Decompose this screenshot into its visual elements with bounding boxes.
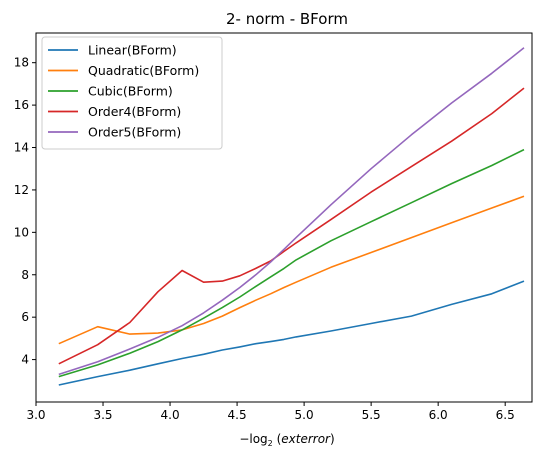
- legend-box: [41, 36, 223, 150]
- series-line-1: [58, 280, 525, 386]
- legend-entry: Quadratic(BForm): [88, 63, 199, 78]
- x-axis-label-subscript: 2: [268, 439, 273, 448]
- x-axis-label-prefix: −log: [239, 432, 267, 446]
- legend-entry: Linear(BForm): [88, 43, 177, 58]
- series-line-4: [58, 87, 525, 365]
- y-tick-label: 18: [14, 56, 29, 70]
- y-axis: 4 6 8 10 12 14 16 18: [14, 56, 36, 367]
- x-tick-label: 5.5: [362, 408, 381, 422]
- x-tick-label: 6.5: [496, 408, 515, 422]
- y-tick-label: 10: [14, 225, 29, 239]
- x-tick-label: 3.0: [26, 408, 45, 422]
- plot-lines: [58, 47, 525, 386]
- plot-frame: [35, 32, 533, 403]
- x-tick-label: 3.5: [93, 408, 112, 422]
- x-tick-label: 4.5: [228, 408, 247, 422]
- legend: Linear(BForm) Quadratic(BForm) Cubic(BForm…: [41, 36, 223, 150]
- series-line-3: [58, 148, 525, 378]
- chart-title: 2- norm - BForm: [226, 10, 348, 28]
- y-tick-label: 16: [14, 98, 29, 112]
- y-tick-label: 6: [21, 310, 29, 324]
- x-axis-label-argument: exterror: [281, 432, 331, 446]
- y-tick-label: 12: [14, 183, 29, 197]
- legend-entry: Order5(BForm): [88, 125, 181, 140]
- legend-entry: Cubic(BForm): [88, 84, 173, 99]
- y-tick-label: 14: [14, 141, 29, 155]
- x-tick-label: 6.0: [429, 408, 448, 422]
- x-axis-label: −log2 (exterror): [239, 432, 334, 448]
- legend-entry: Order4(BForm): [88, 104, 181, 119]
- x-axis: 3.0 3.5 4.0 4.5 5.0 5.5 6.0 6.5: [26, 402, 515, 422]
- x-tick-label: 4.0: [161, 408, 180, 422]
- y-tick-label: 8: [21, 268, 29, 282]
- series-line-2: [58, 195, 525, 345]
- series-line-5: [58, 47, 525, 376]
- y-tick-label: 4: [21, 353, 29, 367]
- x-tick-label: 5.0: [295, 408, 314, 422]
